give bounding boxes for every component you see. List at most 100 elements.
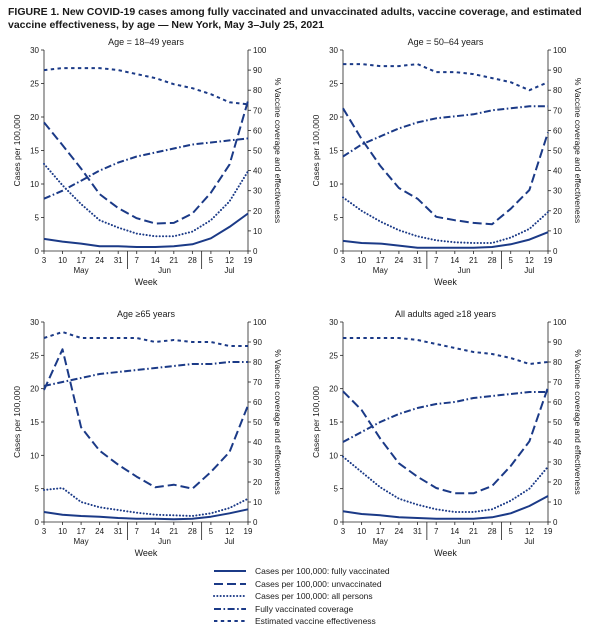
series-cases-per-100-000-all-persons: [342, 455, 549, 513]
y2-tick-label: 80: [553, 358, 562, 367]
y-tick-label: 5: [35, 214, 40, 223]
series-cases-per-100-000-all-persons: [342, 196, 549, 244]
series-fully-vaccinated-coverage: [342, 391, 548, 443]
chart-panel-2: Age = 50–64 years 0 5 10 15 20 25 30 0 10 20 30 40 50…: [311, 37, 583, 287]
y-tick-label: 5: [334, 485, 339, 494]
y2-tick-label: 70: [553, 106, 562, 115]
y2-tick-label: 50: [553, 418, 562, 427]
x-tick-label: 5: [209, 527, 214, 536]
chart-title: All adults aged ≥18 years: [395, 309, 496, 319]
x-tick-label: 28: [488, 527, 497, 536]
y-tick-label: 25: [329, 80, 338, 89]
y-axis-label: Cases per 100,000: [311, 386, 321, 458]
series-cases-per-100-000-fully-vaccinated: [342, 495, 549, 520]
y-axis-label: Cases per 100,000: [311, 114, 321, 186]
y-tick-label: 20: [30, 113, 39, 122]
month-label: May: [373, 537, 388, 546]
y2-tick-label: 30: [553, 458, 562, 467]
series-cases-per-100-000-all-persons: [43, 487, 249, 517]
month-label: Jul: [524, 266, 534, 275]
x-tick-label: 3: [341, 256, 346, 265]
y2-tick-label: 80: [253, 86, 262, 95]
series-cases-per-100-000-unvaccinated: [43, 348, 249, 490]
chart-area: Age = 18–49 years 0 5 10 15 20 25 30 0 10 20 30 40 50…: [12, 37, 583, 558]
x-tick-label: 21: [169, 527, 178, 536]
x-tick-label: 7: [434, 256, 439, 265]
series-cases-per-100-000-unvaccinated: [43, 100, 249, 225]
legend-swatch: [214, 570, 246, 573]
x-tick-label: 10: [58, 527, 67, 536]
y2-tick-label: 30: [553, 187, 562, 196]
y2-tick-label: 10: [253, 498, 262, 507]
y2-tick-label: 30: [253, 458, 262, 467]
x-tick-label: 12: [225, 527, 234, 536]
y-tick-label: 15: [329, 147, 338, 156]
y2-tick-label: 80: [553, 86, 562, 95]
x-tick-label: 17: [77, 527, 86, 536]
legend: Cases per 100,000: fully vaccinated Cases…: [213, 565, 513, 628]
x-tick-label: 28: [188, 256, 197, 265]
y2-tick-label: 50: [553, 147, 562, 156]
y2-tick-label: 70: [253, 378, 262, 387]
series-estimated-vaccine-effectiveness: [43, 331, 248, 347]
y2-tick-label: 0: [253, 247, 258, 256]
y2-tick-label: 70: [553, 378, 562, 387]
x-tick-label: 5: [509, 527, 514, 536]
chart-panel-3: Age ≥65 years 0 5 10 15 20 25 30 0 10 20 30 40 50 60 70…: [12, 309, 283, 558]
chart-title: Age = 50–64 years: [408, 37, 484, 47]
y2-tick-label: 40: [553, 438, 562, 447]
legend-label: Cases per 100,000: unvaccinated: [255, 578, 382, 589]
chart-title: Age ≥65 years: [117, 309, 175, 319]
x-tick-label: 5: [209, 256, 214, 265]
y-tick-label: 25: [30, 351, 39, 360]
y2-tick-label: 20: [553, 207, 562, 216]
x-tick-label: 7: [434, 527, 439, 536]
series-cases-per-100-000-fully-vaccinated: [342, 231, 549, 249]
y2-tick-label: 10: [553, 498, 562, 507]
series-fully-vaccinated-coverage: [43, 361, 248, 387]
month-label: May: [74, 266, 89, 275]
y-tick-label: 30: [329, 318, 338, 327]
series-cases-per-100-000-all-persons: [43, 162, 249, 238]
x-tick-label: 21: [469, 527, 478, 536]
legend-label: Cases per 100,000: all persons: [255, 591, 373, 602]
y-tick-label: 20: [329, 385, 338, 394]
legend-item-cases-per-100-000-all-persons: Cases per 100,000: all persons: [213, 590, 513, 603]
x-tick-label: 31: [413, 256, 422, 265]
y2-tick-label: 40: [253, 167, 262, 176]
chart-panel-4: All adults aged ≥18 years 0 5 10 15 20 25 30 0 10…: [311, 309, 583, 558]
x-tick-label: 3: [42, 256, 47, 265]
x-tick-label: 24: [95, 527, 104, 536]
y2-axis-label: % Vaccine coverage and effectiveness: [273, 78, 283, 223]
y2-tick-label: 70: [253, 106, 262, 115]
y-tick-label: 5: [35, 485, 40, 494]
y2-tick-label: 20: [553, 478, 562, 487]
x-tick-label: 7: [135, 527, 140, 536]
y-tick-label: 30: [30, 318, 39, 327]
y-tick-label: 30: [329, 46, 338, 55]
y2-axis-label: % Vaccine coverage and effectiveness: [573, 349, 583, 494]
month-label: May: [373, 266, 388, 275]
x-tick-label: 10: [357, 527, 366, 536]
legend-item-estimated-vaccine-effectiveness: Estimated vaccine effectiveness: [213, 615, 513, 628]
y-tick-label: 0: [334, 247, 339, 256]
y-tick-label: 25: [329, 351, 338, 360]
legend-item-cases-per-100-000-unvaccinated: Cases per 100,000: unvaccinated: [213, 578, 513, 591]
y-tick-label: 10: [329, 451, 338, 460]
x-axis-label: Week: [135, 548, 158, 558]
series-cases-per-100-000-unvaccinated: [342, 107, 549, 226]
y-tick-label: 5: [334, 214, 339, 223]
month-label: Jun: [458, 266, 471, 275]
y2-tick-label: 90: [253, 66, 262, 75]
y-tick-label: 10: [30, 451, 39, 460]
x-tick-label: 3: [42, 527, 47, 536]
chart-title: Age = 18–49 years: [108, 37, 184, 47]
x-tick-label: 5: [509, 256, 514, 265]
x-tick-label: 12: [525, 256, 534, 265]
y2-tick-label: 90: [253, 338, 262, 347]
y2-tick-label: 40: [253, 438, 262, 447]
y-axis-label: Cases per 100,000: [12, 114, 22, 186]
y-tick-label: 20: [329, 113, 338, 122]
x-tick-label: 14: [450, 527, 459, 536]
series-fully-vaccinated-coverage: [342, 105, 548, 158]
